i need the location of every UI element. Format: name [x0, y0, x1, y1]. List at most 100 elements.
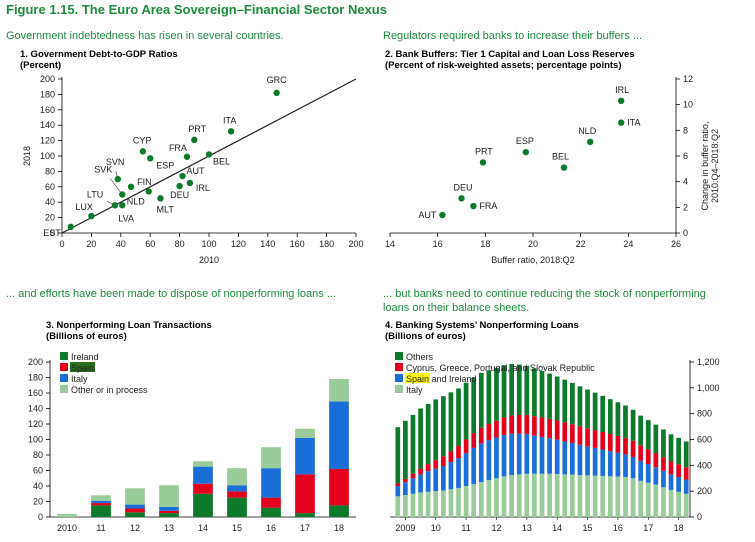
- p3-bar-12-series2: [125, 504, 145, 509]
- p3-x-tick-label: 2010: [57, 523, 77, 533]
- p4-bar-q23-series3: [570, 474, 575, 517]
- p4-bar-q26-series0: [592, 392, 598, 431]
- p4-bar-q29-series1: [615, 435, 621, 453]
- p4-bar-q17-series1: [524, 414, 530, 435]
- p1-point-ltu: [111, 202, 119, 209]
- p4-bar-q19-series2: [539, 436, 545, 474]
- p4-bar-q8-series0: [456, 388, 461, 446]
- p4-bar-q22-series2: [562, 441, 568, 475]
- p3-x-tick-label: 14: [198, 523, 208, 533]
- p4-bar-q3-series3: [418, 492, 423, 517]
- p1-point-label-deu: DEU: [170, 190, 189, 200]
- p3-bar-12-series3: [125, 488, 145, 505]
- p2-y-tick-label: 12: [683, 74, 693, 84]
- p2-x-tick-label: 16: [433, 239, 443, 249]
- p4-bar-q10-series2: [471, 447, 477, 485]
- p4-bar-q36-series3: [668, 489, 674, 517]
- p4-bar-q1-series0: [403, 420, 408, 479]
- p4-bar-q7-series1: [448, 451, 454, 463]
- p2-point-prt: [479, 159, 487, 166]
- p4-bar-q18-series3: [532, 473, 537, 517]
- p4-x-tick-label: 13: [522, 523, 532, 533]
- p1-x-tick-label: 180: [319, 239, 334, 249]
- p4-bar-q23-series1: [570, 424, 575, 443]
- p3-bar-17-series0: [295, 513, 315, 517]
- p4-bar-q29-series3: [615, 476, 621, 517]
- p2-point-irl: [617, 97, 625, 105]
- p4-bar-q7-series3: [448, 489, 454, 517]
- p3-y-tick-label: 180: [28, 373, 43, 383]
- p1-point-label-bel: BEL: [213, 156, 230, 166]
- p4-bar-q17-series2: [524, 434, 530, 474]
- p3-x-tick-label: 18: [334, 523, 344, 533]
- p4-bar-q9-series1: [463, 439, 469, 454]
- p4-bar-q33-series0: [645, 420, 651, 450]
- p4-bar-q31-series2: [630, 456, 636, 479]
- p1-point-label-ltu: LTU: [87, 189, 103, 199]
- p4-bar-q20-series0: [547, 373, 552, 419]
- p4-bar-q34-series2: [653, 467, 659, 485]
- p4-bar-q14-series1: [501, 417, 507, 435]
- p1-x-tick-label: 20: [86, 239, 96, 249]
- p1-y-tick-label: 180: [40, 89, 55, 99]
- p4-bar-q13-series0: [494, 367, 499, 421]
- p4-bar-q10-series0: [471, 377, 477, 434]
- panel3-title: 3. Nonperforming Loan Transactions (Bill…: [46, 320, 212, 342]
- p1-y-tick-label: 160: [40, 105, 55, 115]
- p2-point-label-fra: FRA: [479, 201, 497, 211]
- p3-bar-16-series1: [261, 497, 281, 508]
- p4-bar-q30-series1: [623, 437, 628, 455]
- panel2-title: 2. Bank Buffers: Tier 1 Capital and Loan…: [385, 49, 635, 71]
- p3-y-tick-label: 160: [28, 388, 43, 398]
- p4-bar-q23-series2: [570, 442, 575, 475]
- panel3-title-text: 3. Nonperforming Loan Transactions: [46, 320, 212, 331]
- p4-bar-q2-series1: [410, 473, 416, 479]
- panel4-subtitle: ... but banks need to continue reducing …: [383, 287, 706, 315]
- p4-bar-q38-series3: [683, 493, 689, 517]
- p4-bar-q17-series3: [524, 473, 530, 517]
- p3-y-tick-label: 20: [33, 497, 43, 507]
- p1-x-tick-label: 40: [116, 239, 126, 249]
- p3-x-tick-label: 13: [164, 523, 174, 533]
- p4-bar-q6-series1: [440, 456, 446, 466]
- p3-legend-label: Italy: [71, 374, 88, 384]
- panel4-title-text: 4. Banking Systems’ Nonperforming Loans: [385, 320, 579, 331]
- p2-point-fra: [470, 202, 477, 210]
- p3-y-tick-label: 100: [28, 435, 43, 445]
- p1-point-label-fin: FIN: [137, 177, 152, 187]
- p3-x-tick-label: 17: [300, 523, 310, 533]
- p1-point-label-lux: LUX: [75, 202, 93, 212]
- p4-bar-q35-series1: [661, 457, 666, 471]
- p1-y-tick-label: 200: [40, 74, 55, 84]
- p2-y-axis-label-line2: 2010:Q4–2018:Q2: [710, 129, 720, 203]
- p4-bar-q4-series2: [425, 471, 431, 492]
- p4-bar-q35-series3: [661, 487, 666, 517]
- p2-point-bel: [560, 164, 568, 171]
- p4-x-tick-label: 14: [552, 523, 562, 533]
- p4-bar-q15-series3: [509, 475, 514, 517]
- p4-legend-label: Italy: [406, 385, 423, 395]
- p1-y-tick-label: 80: [45, 166, 55, 176]
- p4-bar-q37-series0: [676, 437, 681, 465]
- p4-x-tick-label: 12: [491, 523, 501, 533]
- p4-bar-q15-series0: [509, 363, 514, 416]
- p1-point-esp: [147, 155, 154, 162]
- p4-bar-q20-series3: [547, 473, 552, 517]
- p4-bar-q36-series2: [668, 474, 674, 490]
- panel4-subtitle-line2: loans on their balance sheets.: [383, 302, 530, 314]
- panel1-subtitle: Government indebtedness has risen in sev…: [6, 30, 284, 42]
- panel2-title-text: 2. Bank Buffers: Tier 1 Capital and Loan…: [385, 49, 635, 60]
- p4-bar-q12-series2: [486, 440, 492, 481]
- p2-point-label-prt: PRT: [475, 146, 493, 156]
- p4-bar-q8-series2: [456, 458, 461, 488]
- p2-point-label-irl: IRL: [615, 85, 629, 95]
- p4-bar-q8-series1: [456, 445, 461, 459]
- p3-bar-16-series2: [261, 468, 281, 498]
- p4-bar-q24-series1: [577, 426, 583, 445]
- p3-bar-13-series3: [159, 485, 179, 507]
- p3-bar-12-series1: [125, 508, 145, 513]
- p1-point-irl: [186, 179, 194, 187]
- p4-bar-q13-series2: [494, 437, 499, 479]
- p3-bar-14-series1: [193, 483, 213, 494]
- p3-bar-15-series2: [227, 485, 247, 492]
